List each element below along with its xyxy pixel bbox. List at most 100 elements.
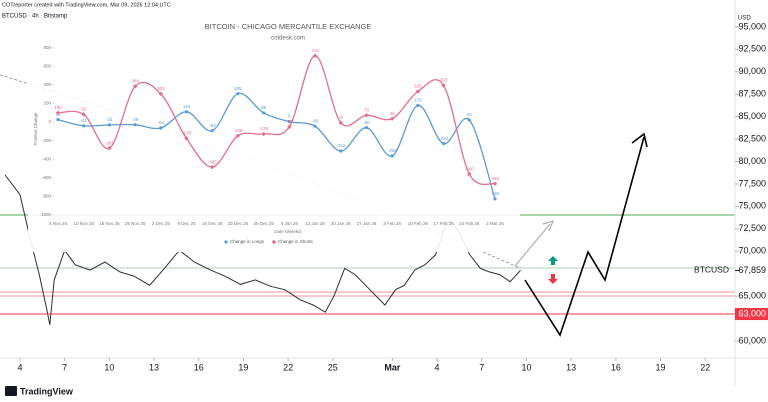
inset-x-tick-label: 20 Jan 26 [331,221,351,226]
inset-data-label: 328 [414,84,422,89]
brand-logo [5,386,17,396]
y-axis-label: USD [738,16,751,22]
y-tick-label: 75,000 [738,201,766,211]
inset-data-label: -8 [339,115,343,120]
legend-label: Change in Longs [230,239,265,244]
inset-data-label: -31 [106,117,113,122]
x-tick-label: 16 [611,362,621,372]
inset-y-tick-label: -1000 [39,212,51,217]
y-tick-label: 85,000 [738,111,766,121]
legend-label: Change in Shorts [278,239,314,244]
inset-point [236,92,240,96]
inset-data-label: 73 [364,107,370,112]
down-arrow [548,274,558,284]
inset-data-label: -176 [182,131,192,136]
x-tick-label: 13 [149,362,159,372]
inset-x-label: Date (Weeks) [274,229,302,234]
inset-y-tick-label: 800 [43,45,51,50]
inset-point [133,123,137,127]
inset-point [364,113,369,118]
inset-x-tick-label: 30 Dec 25 [253,221,274,226]
inset-point [287,124,292,129]
inset-point [261,131,266,137]
inset-point [492,181,498,186]
x-tick-label: 4 [435,362,440,372]
inset-x-tick-label: 3 Mar 26 [486,221,504,226]
inset-x-tick-label: 23 Dec 25 [228,221,249,226]
legend-marker [271,239,277,245]
inset-point [210,164,215,170]
header-note: COTreporter created with TradingView.com… [2,2,171,8]
inset-y-tick-label: -800 [42,194,52,199]
inset-data-label: -60 [363,120,370,125]
x-tick-label: 13 [566,362,576,372]
inset-data-label: -312 [336,143,346,148]
inset-data-label: 5 [288,114,291,119]
level-badge [735,308,768,321]
inset-y-tick-label: -600 [42,175,52,180]
y-tick-label: 80,000 [738,156,766,166]
inset-data-label: -560 [465,166,475,171]
inset-data-label: 713 [311,48,319,53]
y-tick-label: 82,500 [738,133,766,143]
inset-title: BITCOIN - CHICAGO MERCANTILE EXCHANGE [205,22,372,31]
inset-data-label: 179 [414,98,422,103]
inset-point [389,116,395,121]
arrow-head [631,132,648,148]
x-tick-label: 25 [328,362,338,372]
inset-point [107,123,112,127]
y-tick-label: 65,000 [738,290,766,300]
x-tick-label: 19 [656,362,666,372]
inset-point [441,83,446,88]
inset-point [312,53,318,58]
inset-point [210,129,214,133]
inset-y-tick-label: -200 [42,138,52,143]
inset-point [416,103,420,107]
inset-x-tick-label: 6 Jan 26 [281,221,299,226]
inset-point [467,118,471,122]
inset-data-label: -93 [209,123,216,128]
inset-point [107,145,112,151]
inset-data-label: 100 [54,105,62,110]
inset-y-tick-label: 600 [43,63,51,68]
inset-x-tick-label: 16 Dec 25 [202,221,223,226]
inset-point [56,118,60,122]
inset-point [262,111,266,115]
x-tick-label: 22 [700,362,710,372]
brand-name: TradingView [20,386,74,396]
inset-point [493,197,497,201]
inset-x-tick-label: 17 Feb 26 [433,221,454,226]
inset-data-label: 22 [467,112,473,117]
x-tick-label: 4 [17,362,22,372]
inset-point [132,84,138,89]
y-tick-label: 92,500 [738,44,766,54]
inset-y-tick-label: 0 [48,119,51,124]
inset-data-label: 393 [440,78,448,83]
inset-data-label: -64 [158,120,165,125]
inset-x-tick-label: 10 Nov 25 [73,221,94,226]
symbol-title: BTCUSD · 4h · Bitstamp [2,14,68,20]
x-tick-label: 19 [238,362,248,372]
inset-data-label: 303 [157,86,165,91]
inset-data-label: 305 [234,86,242,91]
inset-y-label: Position Change [33,112,38,146]
inset-data-label: 384 [131,79,139,84]
inset-data-label: -41 [80,118,87,123]
inset-x-tick-label: 13 Jan 26 [305,221,325,226]
inset-data-label: -364 [388,148,398,153]
x-tick-label: Mar [384,362,401,372]
y-tick-label: 87,500 [738,89,766,99]
inset-point [55,110,61,115]
inset-point [441,141,446,146]
inset-y-tick-label: 200 [43,101,51,106]
inset-x-tick-label: 25 Nov 25 [125,221,146,226]
inset-data-label: -826 [490,191,500,196]
inset-data-label: -485 [208,159,218,164]
inset-x-tick-label: 27 Jan 26 [357,221,377,226]
inset-point [313,124,317,128]
inset-point [184,110,189,114]
inset-data-label: -51 [286,119,293,124]
inset-point [287,119,291,124]
y-tick-label: 60,000 [738,335,766,345]
